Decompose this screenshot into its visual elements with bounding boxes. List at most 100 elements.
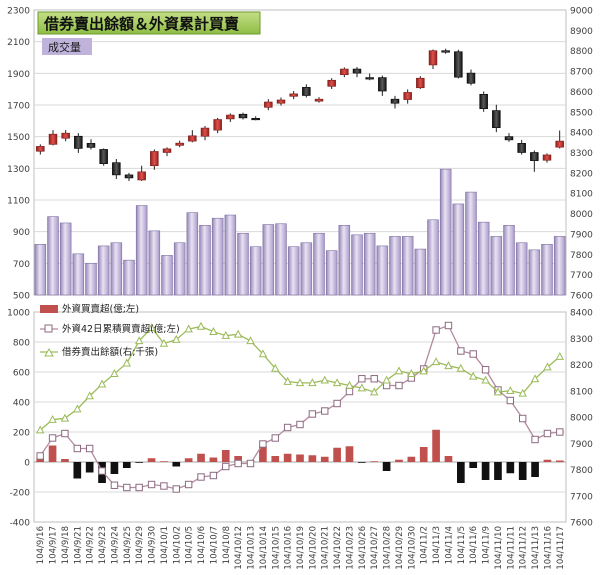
candlestick bbox=[530, 150, 539, 172]
short-balance-point bbox=[221, 330, 230, 339]
cumulative-point bbox=[432, 326, 440, 334]
candle-body-up bbox=[36, 146, 45, 152]
cumulative-point bbox=[73, 444, 82, 453]
top-left-tick-label: 700 bbox=[13, 260, 30, 270]
top-right-tick-label: 8400 bbox=[570, 129, 593, 139]
net-sell-bar bbox=[358, 462, 366, 463]
bottom-left-axis-tick-labels: -400 -200 0 200 400 600 800 1000 bbox=[7, 309, 30, 529]
cumulative-point bbox=[246, 459, 255, 468]
cumulative-point bbox=[543, 429, 552, 438]
volume-bar bbox=[287, 246, 300, 296]
candle-body-down bbox=[74, 135, 83, 149]
candle-body-up bbox=[226, 114, 235, 120]
candlesticks bbox=[36, 48, 564, 181]
top-right-tick-label: 7800 bbox=[570, 251, 593, 261]
bottom-left-tick-label: -400 bbox=[10, 519, 31, 529]
net-sell-bar bbox=[85, 462, 94, 473]
bottom-right-tick-label: 8000 bbox=[570, 414, 593, 424]
cumulative-point bbox=[345, 387, 354, 396]
candle-body-up bbox=[213, 119, 222, 131]
legend-swatch-short-marker bbox=[44, 347, 54, 357]
net-buy-bar bbox=[345, 446, 354, 462]
bottom-left-tick-label: -200 bbox=[10, 489, 31, 499]
candle-body-down bbox=[390, 98, 400, 104]
net-buy-bar bbox=[407, 456, 416, 462]
cumulative-point bbox=[506, 396, 515, 405]
x-axis-date-labels: 104/9/16 104/9/17 104/9/18 104/9/21 104/9/22… bbox=[36, 526, 566, 570]
x-date-label: 104/11/3 bbox=[432, 526, 442, 564]
x-date-label: 104/11/12 bbox=[519, 526, 529, 570]
top-left-tick-label: 1700 bbox=[7, 102, 30, 112]
volume-badge-box bbox=[42, 38, 92, 55]
candlestick bbox=[137, 165, 146, 181]
cumulative-point bbox=[61, 429, 69, 438]
x-date-label: 104/9/17 bbox=[49, 526, 59, 564]
cumulative-point bbox=[135, 483, 143, 492]
volume-bar bbox=[34, 244, 47, 296]
net-buy-bar bbox=[419, 447, 428, 462]
candle-body-up bbox=[416, 77, 425, 89]
volume-bar bbox=[401, 236, 414, 296]
bottom-right-tick-label: 8400 bbox=[570, 309, 593, 319]
x-date-label: 104/10/5 bbox=[185, 526, 195, 564]
x-date-label: 104/10/14 bbox=[259, 526, 269, 570]
volume-bar bbox=[541, 244, 553, 296]
x-date-label: 104/10/12 bbox=[234, 526, 244, 570]
candle-body-down bbox=[251, 118, 260, 121]
top-right-tick-label: 8100 bbox=[570, 190, 593, 200]
candlestick bbox=[99, 148, 108, 166]
volume-bar bbox=[338, 225, 351, 296]
cumulative-point bbox=[85, 444, 94, 453]
candlestick bbox=[264, 99, 273, 111]
cumulative-point bbox=[457, 347, 465, 355]
short-balance-point bbox=[407, 369, 416, 377]
short-balance-point bbox=[97, 379, 107, 388]
candle-body-down bbox=[530, 152, 539, 161]
volume-bar bbox=[161, 255, 173, 296]
candle-body-down bbox=[517, 143, 526, 153]
candle-body-up bbox=[175, 142, 184, 146]
net-buy-bar bbox=[543, 459, 552, 462]
candlestick bbox=[403, 89, 412, 104]
top-right-tick-label: 7600 bbox=[570, 292, 593, 302]
short-balance-point bbox=[196, 321, 206, 330]
x-date-label: 104/11/2 bbox=[420, 526, 430, 564]
volume-bar bbox=[59, 222, 72, 296]
candle-body-down bbox=[378, 77, 387, 92]
x-date-label: 104/10/13 bbox=[247, 526, 257, 570]
short-balance-point bbox=[320, 375, 329, 384]
net-sell-bar bbox=[481, 462, 490, 480]
net-buy-bar bbox=[370, 461, 379, 463]
short-balance-point bbox=[233, 329, 243, 338]
short-balance-point bbox=[543, 362, 552, 371]
x-date-label: 104/11/9 bbox=[482, 526, 492, 564]
short-balance-point bbox=[110, 369, 119, 377]
short-balance-point bbox=[518, 388, 527, 397]
volume-bar bbox=[515, 242, 528, 296]
short-balance-point bbox=[456, 363, 466, 372]
cumulative-point bbox=[531, 435, 539, 444]
foreign-42day-cumulative-line bbox=[36, 321, 564, 493]
x-date-label: 104/10/16 bbox=[284, 526, 294, 570]
cumulative-point bbox=[209, 471, 218, 480]
volume-bars bbox=[34, 168, 566, 296]
short-balance-point bbox=[444, 361, 453, 370]
volume-bar bbox=[363, 232, 376, 296]
net-buy-bar bbox=[209, 457, 218, 462]
cumulative-point bbox=[147, 480, 156, 489]
net-sell-bar bbox=[382, 462, 391, 471]
cumulative-point bbox=[172, 485, 180, 493]
cumulative-point bbox=[481, 366, 490, 374]
cumulative-point bbox=[296, 420, 304, 429]
cumulative-point bbox=[308, 410, 317, 418]
x-date-label: 104/10/27 bbox=[370, 526, 380, 570]
top-left-tick-label: 2100 bbox=[7, 38, 30, 48]
x-date-label: 104/9/24 bbox=[110, 526, 120, 564]
short-balance-point bbox=[431, 357, 441, 366]
x-date-label: 104/10/2 bbox=[172, 526, 182, 564]
volume-bar bbox=[325, 250, 338, 296]
candle-body-down bbox=[454, 51, 463, 78]
candle-body-down bbox=[504, 136, 514, 141]
candlestick bbox=[428, 49, 438, 70]
net-buy-bar bbox=[36, 457, 45, 462]
